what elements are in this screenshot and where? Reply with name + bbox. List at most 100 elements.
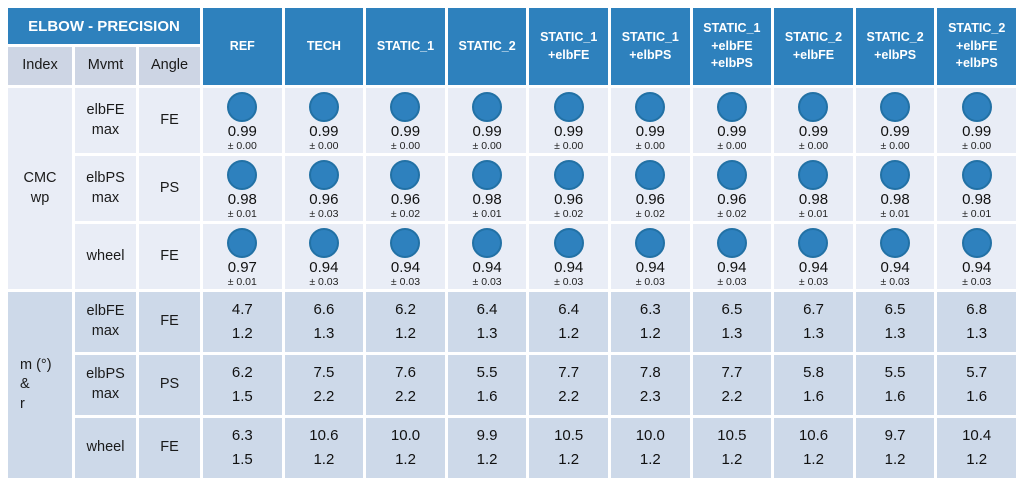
- icc-error: ± 0.03: [390, 276, 421, 289]
- icc-value: 0.94: [798, 259, 829, 276]
- icc-cell: 0.99 ± 0.00: [447, 88, 527, 153]
- r-value: 1.3: [803, 325, 824, 342]
- r-value: 1.2: [558, 451, 580, 468]
- angle-label: FE: [139, 418, 200, 478]
- mr-cell: 6.4 1.3: [447, 292, 527, 352]
- mean-value: 10.6: [309, 427, 339, 444]
- mean-value: 6.4: [476, 301, 498, 318]
- r-value: 1.2: [639, 451, 661, 468]
- mean-value: 6.5: [721, 301, 743, 318]
- icc-dot-icon: [880, 160, 911, 190]
- mean-value: 6.2: [231, 364, 253, 381]
- condition-column-header: STATIC_2 +elbFE: [774, 8, 853, 85]
- mean-value: 7.5: [313, 364, 335, 381]
- mean-value: 6.7: [803, 301, 824, 318]
- icc-cell: 0.96 ± 0.02: [366, 156, 445, 221]
- mr-cell: 7.7 2.2: [692, 355, 772, 415]
- icc-value: 0.99: [554, 123, 584, 140]
- icc-dot-icon: [390, 228, 421, 258]
- icc-error: ± 0.00: [717, 140, 747, 153]
- icc-error: ± 0.00: [390, 140, 421, 153]
- mr-cell: 9.7 1.2: [855, 418, 935, 478]
- icc-value: 0.98: [880, 191, 910, 208]
- icc-error: ± 0.03: [717, 276, 747, 289]
- mr-cell: 5.5 1.6: [447, 355, 527, 415]
- icc-cell: 0.96 ± 0.02: [692, 156, 772, 221]
- r-value: 1.5: [231, 451, 253, 468]
- icc-dot-icon: [961, 228, 992, 258]
- mr-cell: 6.7 1.3: [774, 292, 853, 352]
- icc-error: ± 0.01: [472, 208, 502, 221]
- icc-dot-icon: [472, 160, 503, 190]
- icc-dot-icon: [308, 92, 339, 122]
- mean-value: 6.5: [884, 301, 906, 318]
- mr-cell: 10.0 1.2: [366, 418, 445, 478]
- icc-value: 0.94: [962, 259, 992, 276]
- mr-cell: 6.5 1.3: [855, 292, 935, 352]
- icc-error: ± 0.00: [798, 140, 829, 153]
- icc-dot-icon: [880, 92, 911, 122]
- icc-error: ± 0.01: [880, 208, 910, 221]
- icc-cell: 0.99 ± 0.00: [366, 88, 445, 153]
- icc-cell: 0.94 ± 0.03: [855, 224, 935, 289]
- icc-cell: 0.99 ± 0.00: [610, 88, 690, 153]
- mr-cell: 9.9 1.2: [447, 418, 527, 478]
- icc-dot-icon: [716, 160, 747, 190]
- mr-cell: 6.8 1.3: [937, 292, 1016, 352]
- mean-value: 5.8: [803, 364, 824, 381]
- condition-column-header: STATIC_1: [366, 8, 445, 85]
- icc-error: ± 0.02: [390, 208, 421, 221]
- r-value: 1.2: [884, 451, 906, 468]
- r-value: 1.3: [966, 325, 988, 342]
- icc-error: ± 0.03: [309, 208, 339, 221]
- icc-error: ± 0.02: [717, 208, 747, 221]
- icc-cell: 0.98 ± 0.01: [855, 156, 935, 221]
- r-value: 1.2: [395, 451, 416, 468]
- icc-dot-icon: [553, 160, 584, 190]
- icc-value: 0.96: [390, 191, 421, 208]
- mr-cell: 7.5 2.2: [284, 355, 364, 415]
- icc-value: 0.99: [472, 123, 502, 140]
- icc-dot-icon: [716, 92, 747, 122]
- mvmt-column-header: Mvmt: [75, 47, 136, 85]
- icc-value: 0.99: [798, 123, 829, 140]
- icc-cell: 0.98 ± 0.01: [774, 156, 853, 221]
- r-value: 1.3: [476, 325, 498, 342]
- mean-value: 6.8: [966, 301, 988, 318]
- mr-cell: 10.5 1.2: [529, 418, 608, 478]
- icc-value: 0.94: [472, 259, 502, 276]
- angle-label: FE: [139, 88, 200, 153]
- mr-cell: 10.5 1.2: [692, 418, 772, 478]
- icc-dot-icon: [390, 92, 421, 122]
- icc-dot-icon: [308, 228, 339, 258]
- mean-value: 5.5: [476, 364, 498, 381]
- r-value: 1.2: [558, 325, 580, 342]
- icc-value: 0.98: [798, 191, 829, 208]
- icc-error: ± 0.01: [227, 208, 257, 221]
- mr-cell: 6.6 1.3: [284, 292, 364, 352]
- icc-dot-icon: [635, 160, 666, 190]
- mean-value: 10.0: [635, 427, 665, 444]
- icc-error: ± 0.01: [962, 208, 992, 221]
- icc-error: ± 0.00: [227, 140, 257, 153]
- icc-dot-icon: [880, 228, 911, 258]
- icc-value: 0.99: [962, 123, 992, 140]
- icc-error: ± 0.03: [554, 276, 584, 289]
- icc-dot-icon: [635, 228, 666, 258]
- condition-column-header: STATIC_2: [447, 8, 527, 85]
- icc-cell: 0.98 ± 0.01: [203, 156, 282, 221]
- mean-value: 6.2: [395, 301, 416, 318]
- r-value: 2.2: [313, 388, 335, 405]
- icc-cell: 0.99 ± 0.00: [692, 88, 772, 153]
- icc-value: 0.94: [880, 259, 910, 276]
- r-value: 1.3: [721, 325, 743, 342]
- mr-cell: 6.3 1.2: [610, 292, 690, 352]
- r-value: 1.3: [313, 325, 335, 342]
- mean-value: 10.5: [554, 427, 584, 444]
- icc-value: 0.99: [880, 123, 910, 140]
- icc-error: ± 0.00: [880, 140, 910, 153]
- icc-cell: 0.99 ± 0.00: [937, 88, 1016, 153]
- r-value: 1.6: [803, 388, 824, 405]
- mr-cell: 7.7 2.2: [529, 355, 608, 415]
- icc-dot-icon: [798, 92, 829, 122]
